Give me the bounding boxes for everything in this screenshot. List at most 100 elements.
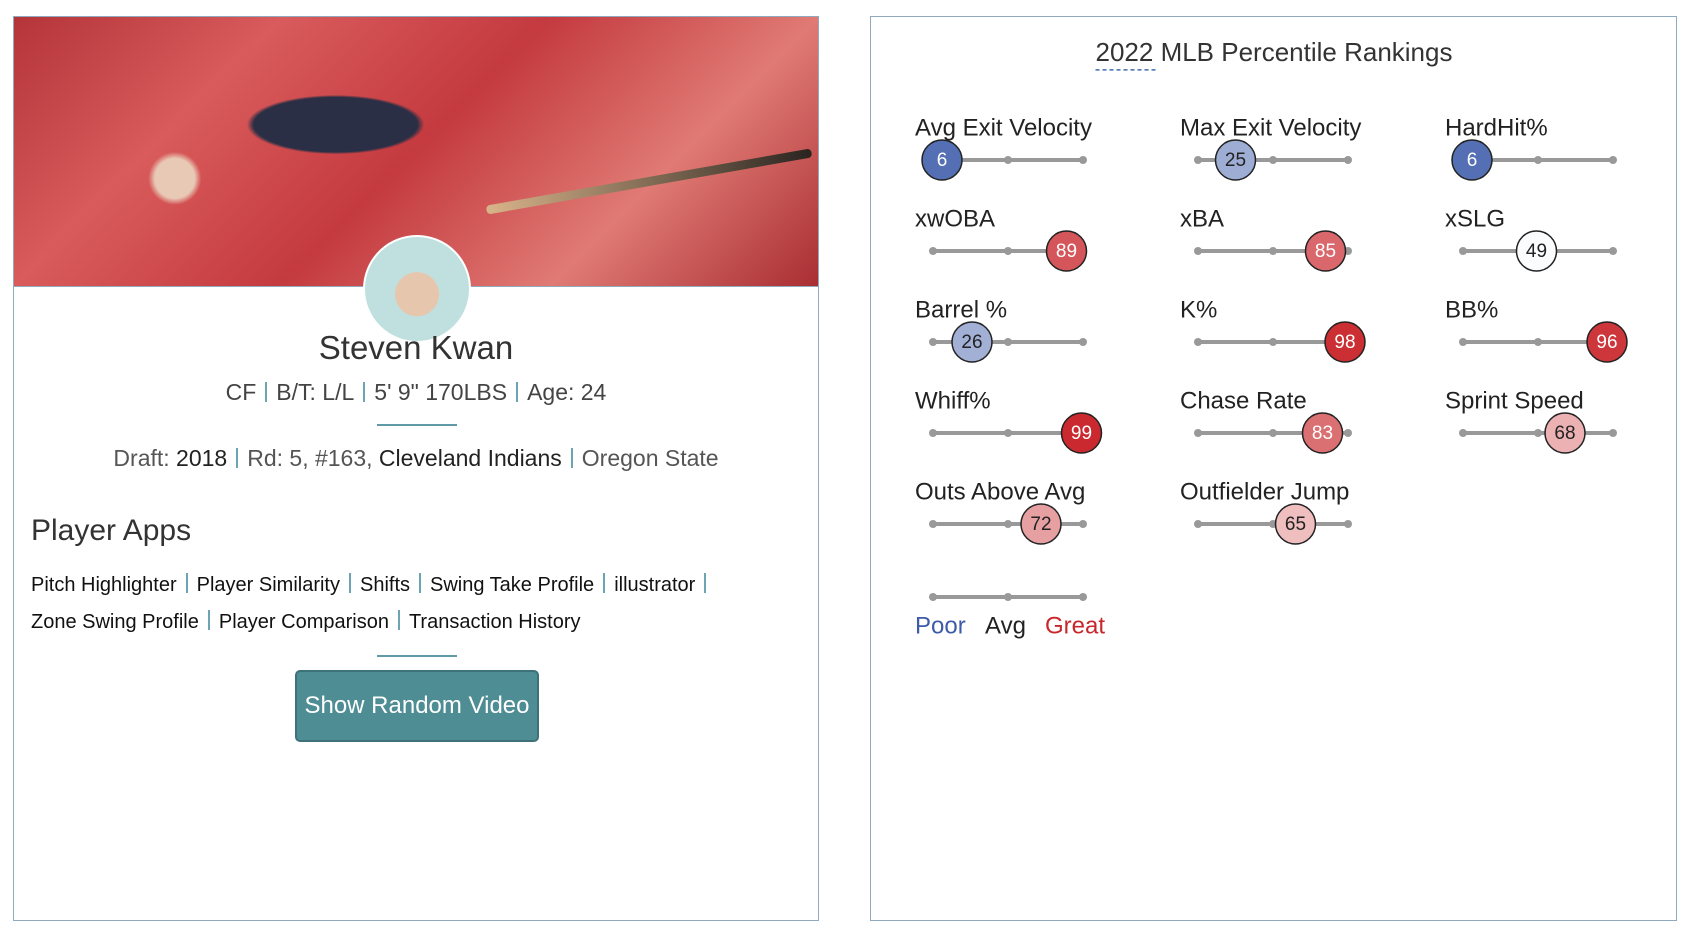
- app-link[interactable]: Swing Take Profile: [430, 574, 595, 596]
- draft-value: Cleveland Indians: [378, 445, 562, 471]
- info-item: Age: 24: [527, 379, 607, 405]
- app-link[interactable]: illustrator: [614, 574, 696, 596]
- percentile-dot: [1324, 321, 1366, 363]
- track-dot: [1194, 429, 1202, 437]
- metric-label: Whiff%: [915, 387, 991, 414]
- metric-label: Outfielder Jump: [1180, 478, 1349, 505]
- track-dot: [1269, 338, 1277, 346]
- separator: [603, 573, 606, 593]
- legend-label: Poor: [915, 612, 966, 639]
- percentile-value: 26: [961, 332, 982, 353]
- percentile-dot: [1304, 230, 1347, 272]
- track-dot: [1079, 156, 1087, 164]
- photo-detail: [485, 148, 813, 215]
- legend-label: Avg: [985, 612, 1026, 639]
- app-link[interactable]: Transaction History: [408, 611, 581, 633]
- metric-label: Barrel %: [915, 296, 1007, 323]
- percentile-value: 98: [1334, 332, 1355, 353]
- track-dot: [1459, 338, 1467, 346]
- player-headshot: [363, 235, 471, 343]
- section-title: Player Apps: [31, 514, 192, 547]
- divider: [377, 424, 457, 426]
- percentile-dot: [1020, 503, 1062, 545]
- link-row: Zone Swing Profile Player Comparison Trans…: [31, 610, 581, 634]
- track-dot: [929, 520, 937, 528]
- info-item: 5' 9" 170LBS: [374, 379, 508, 405]
- track-dot: [1004, 429, 1012, 437]
- separator: [363, 382, 366, 402]
- player-card: Steven Kwan CF B/T: L/L 5' 9" 170LBS Age: 2…: [13, 16, 819, 921]
- track-dot: [929, 247, 937, 255]
- track-dot: [1004, 593, 1012, 601]
- track-dot: [1004, 247, 1012, 255]
- track-dot: [1079, 338, 1087, 346]
- random-video-button[interactable]: Show Random Video: [295, 670, 539, 742]
- percentile-dot: [921, 139, 963, 181]
- percentile-value: 85: [1315, 241, 1336, 262]
- track-dot: [1269, 247, 1277, 255]
- percentile-dot: [1301, 412, 1344, 454]
- app-link[interactable]: Player Comparison: [218, 611, 389, 633]
- track-dot: [1269, 429, 1277, 437]
- rankings-chart: 2022 MLB Percentile Rankings Avg Exit Vel…: [915, 37, 1628, 639]
- app-link[interactable]: Pitch Highlighter: [31, 574, 177, 596]
- percentile-dot: [1515, 230, 1558, 272]
- legend-label: Great: [1045, 612, 1105, 639]
- track-dot: [1004, 520, 1012, 528]
- percentile-value: 6: [1467, 150, 1478, 171]
- track-dot: [1194, 247, 1202, 255]
- draft-value: 2018: [176, 445, 228, 471]
- separator: [397, 610, 400, 630]
- rankings-title: 2022 MLB Percentile Rankings: [1096, 37, 1453, 67]
- track-dot: [1534, 338, 1542, 346]
- track-dot: [1344, 156, 1352, 164]
- track-dot: [1269, 156, 1277, 164]
- separator: [570, 448, 573, 468]
- link-row: Pitch Highlighter Player Similarity Shifts…: [31, 573, 715, 597]
- metric-label: xSLG: [1445, 205, 1505, 232]
- percentile-dot: [1544, 412, 1586, 454]
- separator: [185, 573, 188, 593]
- percentile-dot: [1045, 230, 1088, 272]
- metric-label: BB%: [1445, 296, 1498, 323]
- app-link[interactable]: Player Similarity: [196, 574, 340, 596]
- percentile-value: 72: [1030, 514, 1051, 535]
- track-dot: [1194, 156, 1202, 164]
- draft-info: Draft: 2018 Rd: 5, #163, Cleveland Indian…: [14, 445, 818, 472]
- draft-label: Oregon State: [581, 445, 719, 471]
- track-dot: [1004, 338, 1012, 346]
- percentile-value: 83: [1312, 423, 1333, 444]
- track-dot: [1534, 429, 1542, 437]
- rankings-card: 2022 MLB Percentile Rankings Avg Exit Vel…: [870, 16, 1677, 921]
- metric-label: xwOBA: [915, 205, 995, 232]
- separator: [265, 382, 268, 402]
- draft-label: Draft:: [113, 445, 170, 471]
- percentile-value: 49: [1526, 241, 1547, 262]
- separator: [207, 610, 210, 630]
- percentile-dot: [951, 321, 993, 363]
- metric-label: Chase Rate: [1180, 387, 1307, 414]
- info-item: CF: [225, 379, 257, 405]
- metric-label: Outs Above Avg: [915, 478, 1085, 505]
- separator: [236, 448, 239, 468]
- track-dot: [1194, 520, 1202, 528]
- track-dot: [929, 429, 937, 437]
- track-dot: [1609, 156, 1617, 164]
- player-name: Steven Kwan: [318, 329, 514, 366]
- track-dot: [1194, 338, 1202, 346]
- separator: [516, 382, 519, 402]
- track-dot: [1344, 520, 1352, 528]
- percentile-value: 25: [1225, 150, 1246, 171]
- percentile-dot: [1060, 412, 1103, 454]
- percentile-value: 68: [1554, 423, 1575, 444]
- metric-label: xBA: [1180, 205, 1224, 232]
- app-link[interactable]: Shifts: [359, 574, 411, 596]
- percentile-value: 96: [1596, 332, 1617, 353]
- track-dot: [929, 593, 937, 601]
- app-link[interactable]: Zone Swing Profile: [31, 611, 199, 633]
- percentile-dot: [1451, 139, 1493, 181]
- metric-label: HardHit%: [1445, 114, 1548, 141]
- info-item: B/T: L/L: [276, 379, 355, 405]
- metric-label: Sprint Speed: [1445, 387, 1584, 414]
